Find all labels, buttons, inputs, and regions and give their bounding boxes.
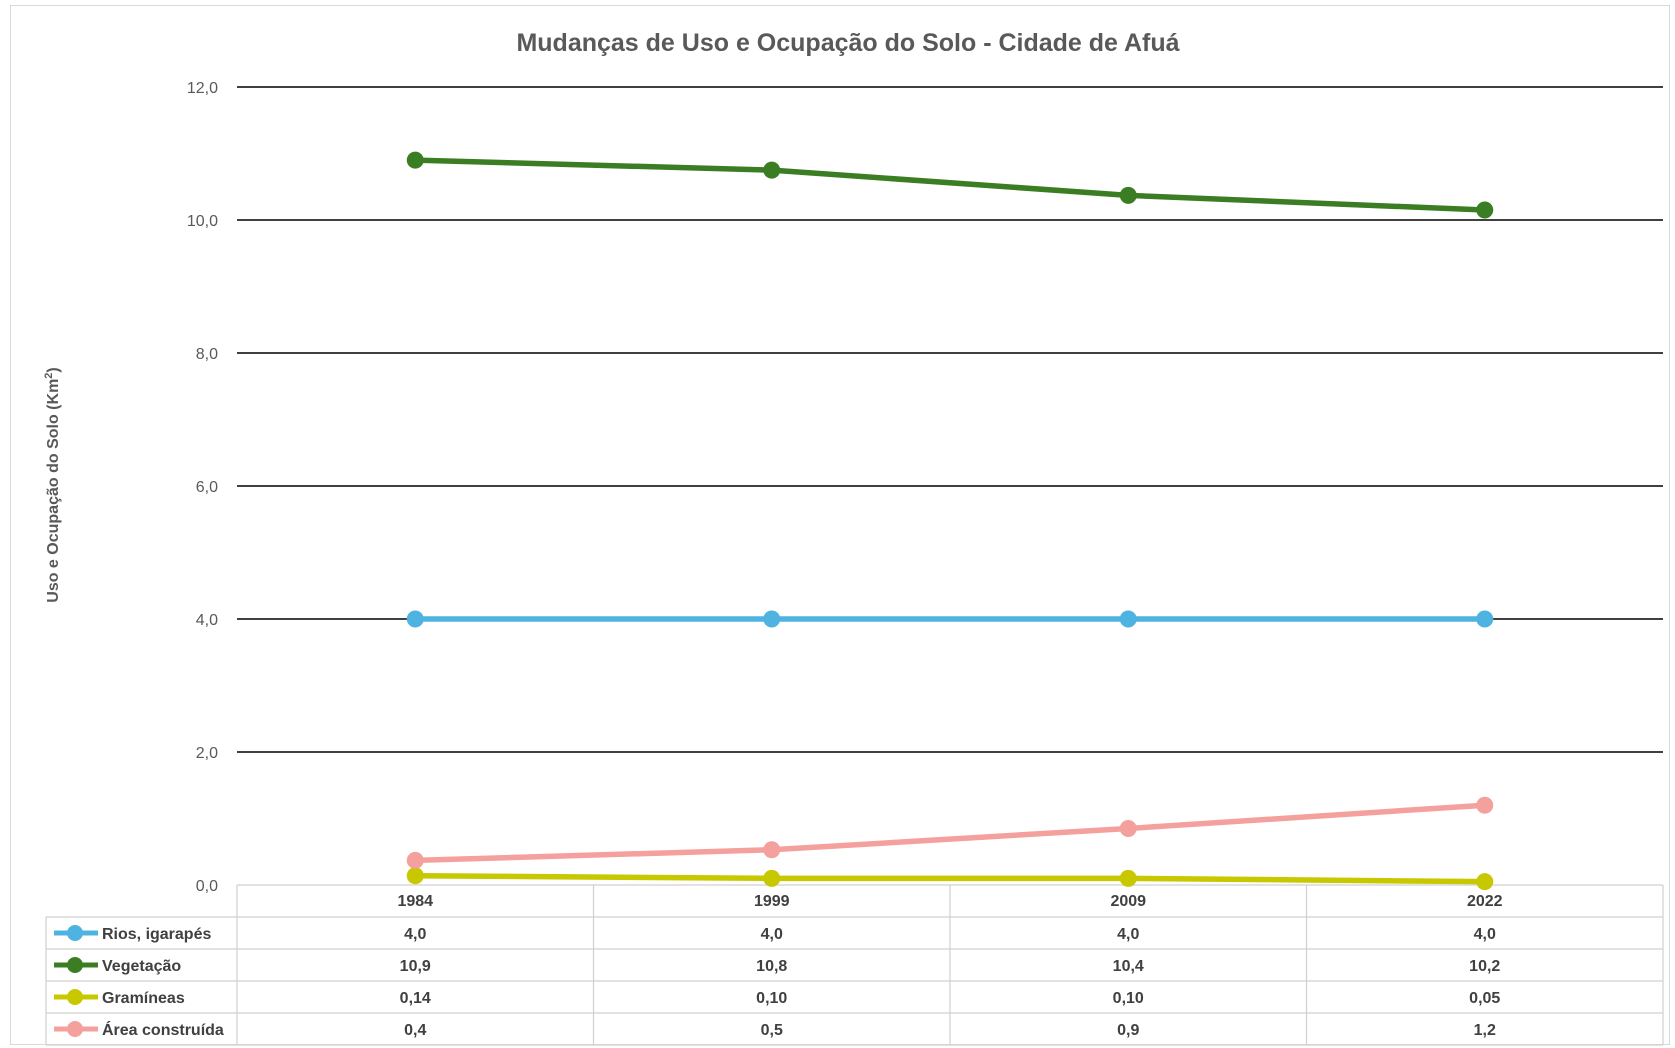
y-axis-label: Uso e Ocupação do Solo (Km2)	[43, 367, 62, 602]
legend-label: Vegetação	[102, 958, 181, 975]
data-table-cell: 0,05	[1469, 990, 1500, 1007]
x-tick-label: 1984	[397, 893, 433, 910]
data-table-cell: 4,0	[1117, 926, 1139, 943]
data-point	[1476, 201, 1494, 219]
data-point	[406, 610, 424, 628]
data-table-cell: 10,9	[400, 958, 431, 975]
x-tick-label: 2022	[1467, 893, 1503, 910]
y-tick-labels: 0,0 2,0 4,0 6,0 8,0 10,0 12,0	[187, 80, 218, 895]
data-point	[406, 851, 424, 869]
data-point	[406, 867, 424, 885]
data-point	[1119, 869, 1137, 887]
legend-label: Área construída	[102, 1020, 224, 1039]
series-line	[415, 157, 1485, 213]
y-tick-label: 12,0	[187, 80, 218, 97]
series-lines	[406, 151, 1494, 891]
data-table-cell: 0,10	[756, 990, 787, 1007]
data-table-cell: 0,5	[761, 1022, 783, 1039]
legend-key-marker	[67, 957, 83, 973]
data-table-cell: 10,4	[1113, 958, 1144, 975]
y-tick-label: 4,0	[196, 612, 218, 629]
superscript-two: 2	[43, 373, 55, 379]
x-tick-label: 2009	[1110, 893, 1146, 910]
data-table-cell: 0,4	[404, 1022, 426, 1039]
y-tick-label: 0,0	[196, 878, 218, 895]
legend-key-marker	[67, 989, 83, 1005]
data-point	[1119, 186, 1137, 204]
x-tick-label: 1999	[754, 893, 790, 910]
data-point	[763, 869, 781, 887]
legend-label: Gramíneas	[102, 990, 185, 1007]
data-point	[763, 161, 781, 179]
y-tick-label: 6,0	[196, 479, 218, 496]
data-point	[763, 610, 781, 628]
data-table-cell: 0,10	[1113, 990, 1144, 1007]
data-point	[1476, 873, 1494, 891]
y-tick-label: 8,0	[196, 346, 218, 363]
data-table-cell: 0,14	[400, 990, 431, 1007]
data-table-cell: 10,2	[1469, 958, 1500, 975]
data-table-cell: 4,0	[404, 926, 426, 943]
data-point	[1119, 819, 1137, 837]
data-point	[1119, 610, 1137, 628]
series-line	[415, 872, 1485, 885]
data-point	[763, 841, 781, 859]
data-point	[1476, 796, 1494, 814]
data-table: 1984 1999 2009 2022 Rios, igarapés 4,0 4,0 4,0 4…	[45, 884, 1664, 1046]
chart-title: Mudanças de Uso e Ocupação do Solo - Cid…	[516, 29, 1179, 57]
series-line	[415, 802, 1485, 864]
legend-key-marker	[67, 1021, 83, 1037]
data-table-cell: 10,8	[756, 958, 787, 975]
legend-label: Rios, igarapés	[102, 926, 211, 943]
y-tick-label: 10,0	[187, 213, 218, 230]
data-point	[406, 151, 424, 169]
y-tick-label: 2,0	[196, 745, 218, 762]
gridlines	[237, 86, 1663, 753]
legend-key-marker	[67, 925, 83, 941]
data-table-cell: 0,9	[1117, 1022, 1139, 1039]
data-point	[1476, 610, 1494, 628]
data-table-cell: 4,0	[1474, 926, 1496, 943]
data-table-cell: 4,0	[761, 926, 783, 943]
data-table-cell: 1,2	[1474, 1022, 1496, 1039]
